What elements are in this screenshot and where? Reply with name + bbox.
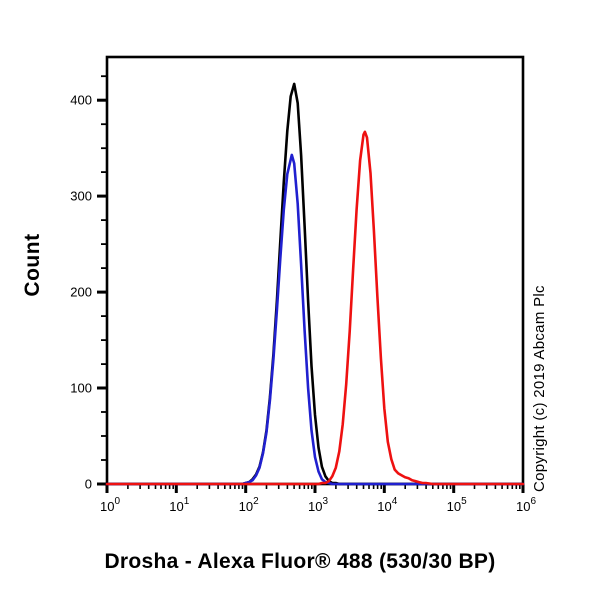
histogram-curves (105, 82, 525, 486)
copyright-text: Copyright (c) 2019 Abcam Plc (531, 285, 548, 492)
x-tick-label: 101 (169, 496, 189, 514)
chart-title: Drosha - Alexa Fluor® 488 (530/30 BP) (104, 550, 496, 573)
series-black-control-curve (105, 82, 525, 486)
x-tick-label: 106 (516, 496, 536, 514)
x-tick-label: 103 (308, 496, 328, 514)
y-tick-label: 300 (70, 189, 92, 204)
y-tick-label: 0 (85, 477, 92, 492)
x-tick-label: 105 (447, 496, 467, 514)
y-axis-major-ticks: 0 100 200 300 400 (70, 93, 107, 492)
y-tick-label: 200 (70, 285, 92, 300)
series-blue-isotype-curve (105, 153, 525, 486)
y-tick-label: 400 (70, 93, 92, 108)
x-tick-label: 104 (377, 496, 397, 514)
series-red-antibody-curve (105, 130, 525, 486)
y-axis-title: Count (21, 233, 44, 297)
x-tick-label: 100 (100, 496, 120, 514)
x-tick-label: 102 (239, 496, 259, 514)
y-tick-label: 100 (70, 381, 92, 396)
